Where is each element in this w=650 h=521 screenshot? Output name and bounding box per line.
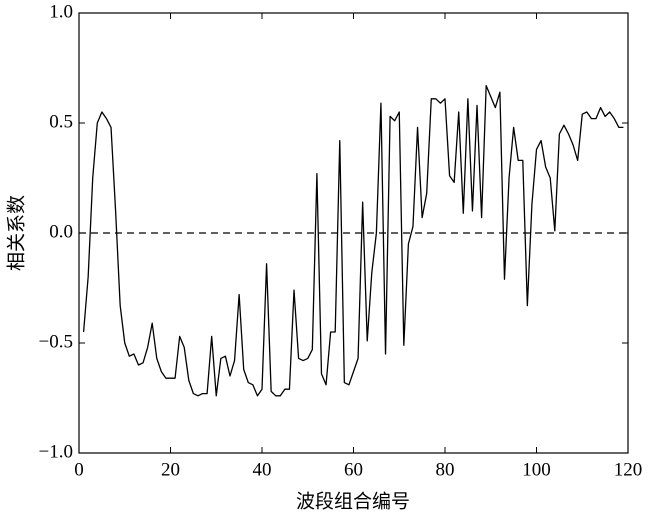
plot-frame [78,12,629,454]
y-tick-label: −0.5 [39,331,73,352]
x-tick-label: 20 [161,459,180,480]
y-tick-label: 1.0 [49,1,73,22]
x-tick-label: 0 [74,459,84,480]
y-tick-label: 0.0 [49,221,73,242]
x-tick-label: 60 [344,459,363,480]
x-tick-label: 120 [614,459,643,480]
x-axis-label: 波段组合编号 [296,490,410,512]
x-tick-label: 100 [522,459,551,480]
y-tick-label: −1.0 [39,441,73,462]
x-tick-label: 80 [436,459,455,480]
y-axis-label: 相关系数 [5,195,27,271]
data-line [82,84,624,397]
y-tick-label: 0.5 [49,111,73,132]
x-tick-label: 40 [253,459,272,480]
